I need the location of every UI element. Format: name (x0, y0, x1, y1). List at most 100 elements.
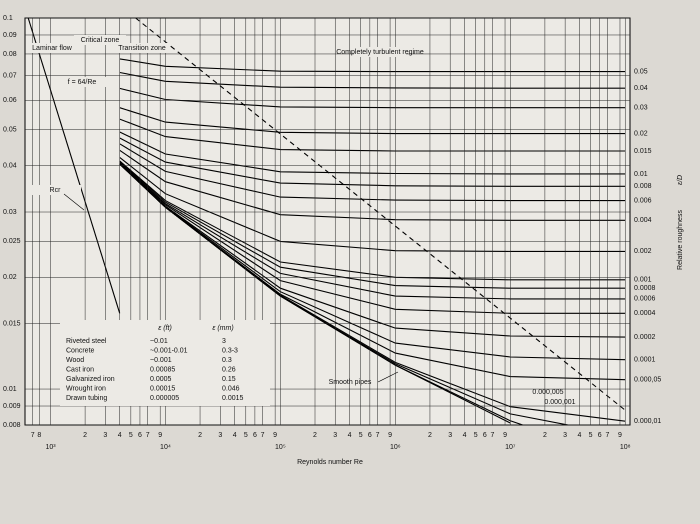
x-tick-label: 5 (589, 432, 593, 439)
series-label: 0.000,001 (544, 399, 575, 406)
friction-curve (119, 160, 626, 289)
friction-curve (119, 160, 626, 281)
friction-curve (119, 118, 626, 152)
y-tick-label: 0.009 (3, 403, 21, 410)
y-tick-label: 0.015 (3, 321, 21, 328)
table-bg (60, 320, 270, 406)
annotation: Rcr (50, 187, 62, 194)
x-tick-label: 5 (129, 432, 133, 439)
x-tick-label: 4 (233, 432, 237, 439)
annotation-bg (56, 77, 108, 87)
series-label: 0.02 (634, 130, 648, 137)
turbulence-boundary (135, 18, 626, 411)
series-label: 0.0008 (634, 285, 656, 292)
table-cell: 0.15 (222, 376, 236, 383)
x-tick-label: 6 (138, 432, 142, 439)
table-cell: 0.00015 (150, 385, 175, 392)
table-cell: ~0.001 (150, 357, 172, 364)
label-arrow (377, 371, 399, 383)
y-tick-label: 0.06 (3, 97, 17, 104)
x-tick-label: 9 (273, 432, 277, 439)
x-tick-label: 7 (146, 432, 150, 439)
table-cell: Concrete (66, 347, 95, 354)
table-cell: Wood (66, 357, 84, 364)
y2-axis-title: Relative roughness (677, 210, 684, 270)
x-tick-label: 4 (463, 432, 467, 439)
table-cell: 0.0005 (150, 376, 172, 383)
table-cell: 0.26 (222, 366, 236, 373)
friction-curve (119, 107, 626, 135)
x-tick-label: 2 (428, 432, 432, 439)
friction-curve (119, 87, 626, 109)
y-tick-label: 0.05 (3, 127, 17, 134)
x-tick-label: 2 (543, 432, 547, 439)
x-tick-label: 3 (103, 432, 107, 439)
x-tick-label: 9 (388, 432, 392, 439)
x-tick-label: 10⁶ (390, 444, 401, 451)
x-tick-label: 7 (376, 432, 380, 439)
y2-axis-symbol: ε/D (677, 175, 684, 185)
table-cell: 0.046 (222, 385, 240, 392)
annotation: Laminar flow (32, 45, 73, 52)
friction-curve (119, 71, 626, 89)
friction-curve (119, 156, 626, 252)
y-tick-label: 0.01 (3, 386, 17, 393)
annotation-bg (116, 43, 168, 53)
annotation: Critical zone (81, 37, 120, 44)
x-tick-label: 2 (198, 432, 202, 439)
annotation-bg (74, 35, 126, 45)
y-tick-label: 0.025 (3, 238, 21, 245)
x-tick-label: 7 (605, 432, 609, 439)
x-tick-label: 10³ (45, 444, 56, 451)
series-label: 0.0004 (634, 310, 656, 317)
table-cell: 0.3 (222, 357, 232, 364)
x-tick-label: 9 (618, 432, 622, 439)
x-tick-label: 6 (483, 432, 487, 439)
friction-curve (119, 149, 626, 221)
plot-layer (27, 18, 626, 425)
x-tick-label: 2 (313, 432, 317, 439)
x-tick-label: 6 (598, 432, 602, 439)
series-label: 0.000,005 (532, 389, 563, 396)
x-tick-label: 10⁸ (620, 444, 631, 451)
annotation: Completely turbulent regime (336, 49, 424, 56)
y-tick-label: 0.02 (3, 274, 17, 281)
x-tick-label: 6 (368, 432, 372, 439)
table-cell: Cast iron (66, 366, 94, 373)
table-cell: Drawn tubing (66, 395, 107, 402)
y-tick-label: 0.1 (3, 15, 13, 22)
friction-curve (119, 58, 626, 73)
table-cell: 3 (222, 338, 226, 345)
series-label: 0.05 (634, 68, 648, 75)
x-tick-label: 8 (37, 432, 41, 439)
x-tick-label: 3 (448, 432, 452, 439)
x-tick-label: 10⁵ (275, 444, 286, 451)
annotation-bg (29, 185, 81, 195)
friction-curve (119, 137, 626, 187)
friction-curve (119, 161, 626, 300)
x-tick-label: 10⁴ (160, 444, 171, 451)
table-cell: 0.3-3 (222, 347, 238, 354)
series-label: 0.000,05 (634, 376, 661, 383)
series-label: 0.04 (634, 85, 648, 92)
x-tick-label: 5 (244, 432, 248, 439)
friction-curve (119, 162, 626, 314)
x-tick-label: 9 (158, 432, 162, 439)
x-axis-title: Reynolds number Re (297, 459, 363, 466)
x-tick-label: 5 (474, 432, 478, 439)
x-tick-label: 7 (261, 432, 265, 439)
y-tick-label: 0.04 (3, 162, 17, 169)
x-tick-label: 7 (31, 432, 35, 439)
table-cell: 0.0015 (222, 395, 244, 402)
table-header: ε (mm) (212, 325, 233, 332)
x-tick-label: 9 (503, 432, 507, 439)
table-cell: 0.000005 (150, 395, 179, 402)
series-label: Smooth pipes (329, 379, 372, 386)
x-tick-label: 3 (563, 432, 567, 439)
series-label: 0.01 (634, 171, 648, 178)
series-label: 0.0002 (634, 334, 656, 341)
series-label: 0.001 (634, 277, 652, 284)
y-tick-label: 0.08 (3, 51, 17, 58)
x-tick-label: 2 (83, 432, 87, 439)
